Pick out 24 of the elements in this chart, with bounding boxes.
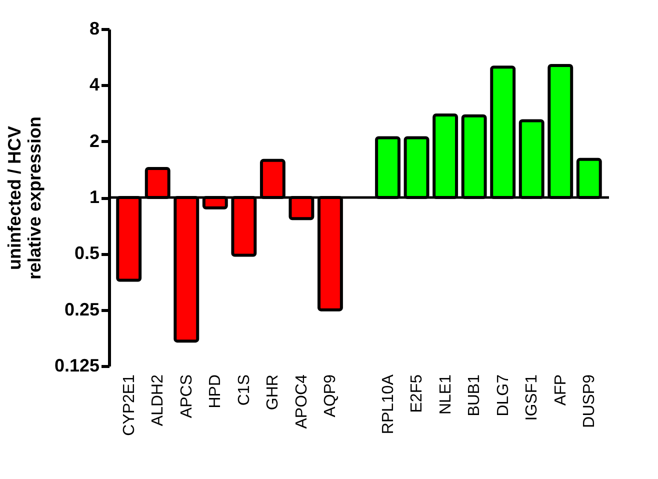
x-tick-label: C1S <box>236 374 253 406</box>
x-tick-label: DUSP9 <box>581 374 598 428</box>
x-tick-label: GHR <box>264 374 282 410</box>
y-tick-label: 0.5 <box>74 243 100 264</box>
y-tick-label: 8 <box>89 18 100 38</box>
x-tick-label: APCS <box>178 374 196 418</box>
y-tick-label: 1 <box>89 187 100 207</box>
y-axis-title: uninfected / HCV relative expression <box>4 116 44 280</box>
x-tick-label: AFP <box>552 374 570 406</box>
x-tick-label: NLE1 <box>437 374 454 415</box>
x-tick-label: BUB1 <box>466 374 484 416</box>
y-tick-label: 0.125 <box>54 356 100 376</box>
x-tick-label: RPL10A <box>380 374 397 434</box>
x-tick-label: APOC4 <box>293 374 310 429</box>
x-tick-label: IGSF1 <box>524 374 541 421</box>
y-tick-label: 2 <box>89 130 100 151</box>
x-tick-label: CYP2E1 <box>120 374 138 436</box>
y-tick-label: 4 <box>89 74 100 95</box>
x-tick-label: DLG7 <box>494 374 512 416</box>
y-tick-label: 0.25 <box>64 299 100 320</box>
x-tick-label: HPD <box>207 374 224 408</box>
x-tick-label: AQP9 <box>322 374 340 418</box>
x-tick-label: E2F5 <box>408 374 426 413</box>
x-tick-label: ALDH2 <box>150 374 167 426</box>
